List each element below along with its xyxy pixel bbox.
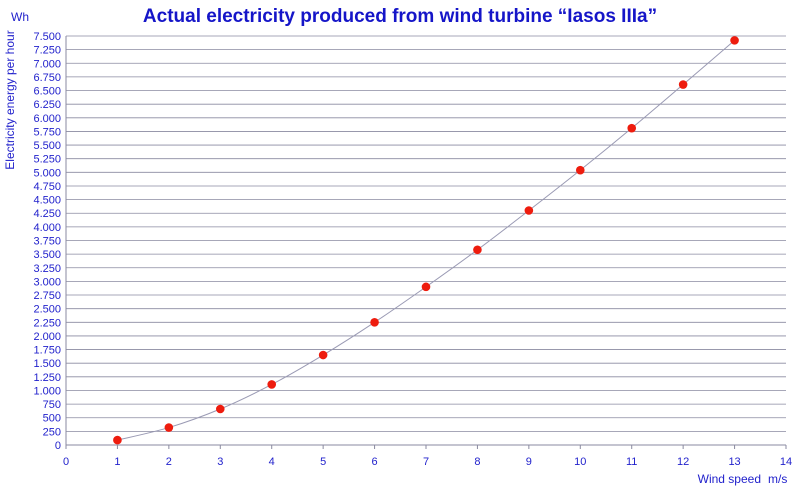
x-tick-label: 4: [269, 456, 275, 468]
y-tick-label: 7.000: [33, 58, 61, 70]
data-points: [113, 36, 739, 445]
y-tick-label: 2.000: [33, 331, 61, 343]
y-tick-label: 6.750: [33, 72, 61, 84]
y-unit-label: Wh: [11, 10, 29, 24]
x-unit-label: m/s: [768, 472, 787, 486]
y-axis-label: Electricity energy per hour: [3, 30, 17, 169]
y-tick-label: 6.250: [33, 99, 61, 111]
x-axis-label: Wind speed: [698, 472, 761, 486]
y-tick-label: 500: [43, 413, 61, 425]
y-tick-label: 1.500: [33, 358, 61, 370]
x-tick-label: 2: [166, 456, 172, 468]
y-tick-label: 7.500: [33, 31, 61, 43]
y-tick-label: 3.250: [33, 263, 61, 275]
x-tick-label: 3: [217, 456, 223, 468]
x-tick-label: 10: [574, 456, 586, 468]
data-point: [575, 165, 585, 175]
y-tick-label: 5.250: [33, 154, 61, 166]
x-tick-labels: 0 1 2 3 4 5 6 7 8 9 10 11 12 13 14: [63, 456, 792, 468]
data-point: [678, 80, 688, 89]
y-tick-label: 4.750: [33, 181, 61, 193]
y-tick-label: 4.500: [33, 195, 61, 207]
axes: [65, 36, 787, 449]
y-tick-label: 5.750: [33, 126, 61, 138]
y-tick-label: 5.000: [33, 167, 61, 179]
x-tick-label: 11: [626, 456, 637, 468]
x-tick-label: 12: [677, 456, 689, 468]
data-point: [113, 435, 122, 445]
y-tick-label: 1.750: [33, 345, 61, 357]
x-tick-label: 14: [780, 456, 792, 468]
data-point: [730, 36, 739, 45]
y-tick-label: 0: [55, 440, 61, 452]
y-tick-label: 750: [43, 399, 61, 411]
x-tick-label: 8: [474, 456, 480, 468]
x-tick-label: 13: [728, 456, 740, 468]
data-point: [370, 318, 379, 327]
grid-lines: [66, 35, 786, 432]
y-tick-label: 3.750: [33, 236, 61, 248]
x-tick-label: 0: [63, 456, 69, 468]
y-tick-label: 7.250: [33, 45, 61, 57]
x-tick-label: 9: [526, 456, 532, 468]
data-point: [215, 404, 225, 414]
y-tick-label: 6.500: [33, 86, 61, 98]
data-point: [627, 123, 637, 133]
y-tick-label: 1.000: [33, 385, 61, 397]
data-point: [318, 350, 328, 360]
x-tick-label: 7: [423, 456, 429, 468]
y-tick-label: 2.750: [33, 290, 61, 302]
x-tick-label: 6: [372, 456, 378, 468]
chart-title: Actual electricity produced from wind tu…: [142, 6, 658, 27]
y-tick-label: 1.250: [33, 372, 61, 384]
y-tick-label: 4.000: [33, 222, 61, 234]
y-tick-label: 3.500: [33, 249, 61, 261]
y-tick-label: 5.500: [33, 140, 61, 152]
data-point: [267, 380, 277, 389]
data-point: [524, 206, 534, 215]
y-tick-label: 250: [43, 426, 61, 438]
data-point: [164, 423, 174, 432]
data-point: [421, 282, 431, 292]
y-tick-label: 2.250: [33, 317, 61, 329]
x-tick-label: 1: [114, 456, 120, 468]
y-tick-label: 6.000: [33, 113, 61, 125]
y-tick-label: 4.250: [33, 208, 61, 220]
y-tick-label: 3.000: [33, 276, 61, 288]
x-tick-label: 5: [320, 456, 326, 468]
y-tick-label: 2.500: [33, 304, 61, 316]
data-point: [473, 245, 482, 255]
